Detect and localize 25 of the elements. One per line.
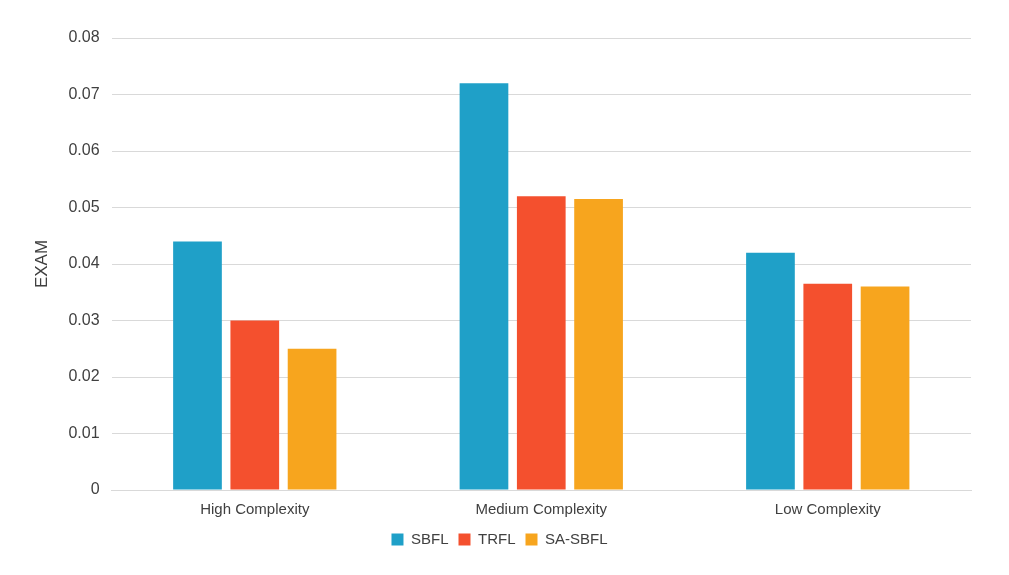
x-tick-label: Low Complexity [774, 500, 882, 518]
bar [287, 348, 337, 490]
y-tick-label: 0.04 [68, 254, 100, 272]
y-tick-label: 0.02 [68, 367, 100, 385]
y-tick-label: 0.03 [68, 310, 100, 328]
y-tick-label: 0.07 [68, 84, 100, 102]
x-tick-label: High Complexity [200, 500, 310, 518]
y-tick-label: 0.08 [68, 28, 100, 46]
bar [746, 252, 795, 490]
y-tick-label: 0.06 [68, 141, 100, 159]
y-tick-label: 0.01 [68, 423, 100, 441]
bar [230, 320, 280, 490]
y-tick-label: 0 [90, 480, 100, 498]
y-axis-title: EXAM [31, 239, 51, 289]
bar [459, 83, 509, 490]
legend-label: SA-SBFL [545, 529, 608, 547]
legend-label: SBFL [410, 529, 449, 547]
bar [574, 199, 623, 490]
bar [860, 286, 910, 490]
x-tick-label: Medium Complexity [475, 500, 608, 518]
bar [516, 196, 566, 490]
bar [803, 283, 853, 490]
legend-label: TRFL [478, 529, 516, 547]
bar [173, 241, 222, 490]
y-tick-label: 0.05 [68, 197, 100, 215]
